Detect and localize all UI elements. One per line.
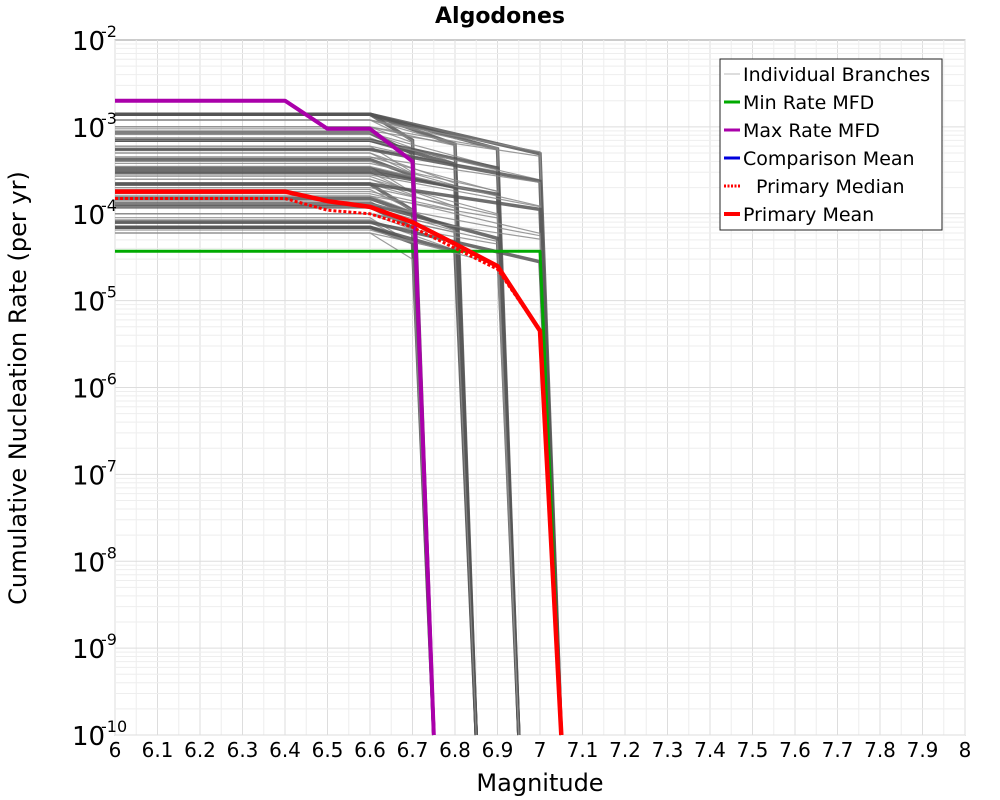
y-tick-exponent: -7 (101, 456, 117, 475)
x-tick-label: 7.1 (567, 738, 599, 762)
x-tick-label: 6.6 (354, 738, 386, 762)
x-tick-label: 6.9 (482, 738, 514, 762)
branch-line (115, 229, 520, 736)
y-tick-label: 10 (72, 722, 105, 752)
x-tick-label: 7.8 (864, 738, 896, 762)
y-tick-label: 10 (72, 288, 105, 318)
x-tick-label: 6.4 (269, 738, 301, 762)
y-tick-label: 10 (72, 548, 105, 578)
legend-label: Primary Mean (743, 204, 874, 226)
x-tick-label: 7.2 (609, 738, 641, 762)
legend: Individual Branches Min Rate MFD Max Rate … (719, 58, 943, 231)
y-tick-exponent: -10 (101, 717, 127, 736)
legend-label: Comparison Mean (743, 148, 915, 170)
y-axis-label: Cumulative Nucleation Rate (per yr) (4, 171, 32, 605)
y-tick-exponent: -5 (101, 283, 117, 302)
chart-title: Algodones (435, 4, 565, 29)
y-tick-exponent: -3 (101, 109, 117, 128)
x-tick-label: 7.6 (779, 738, 811, 762)
x-tick-label: 7 (534, 738, 547, 762)
y-tick-exponent: -4 (101, 196, 117, 215)
x-tick-label: 6.8 (439, 738, 471, 762)
branch-line (115, 232, 477, 736)
legend-label: Individual Branches (743, 64, 930, 86)
y-tick-label: 10 (72, 201, 105, 231)
x-tick-label: 6.7 (397, 738, 429, 762)
x-tick-label: 7.4 (694, 738, 726, 762)
legend-label: Max Rate MFD (743, 120, 880, 142)
x-tick-label: 6.5 (312, 738, 344, 762)
series-primary-mean (115, 189, 564, 736)
y-tick-label: 10 (72, 114, 105, 144)
x-tick-label: 7.3 (652, 738, 684, 762)
x-tick-label: 8 (959, 738, 972, 762)
series-max-rate-mfd (115, 98, 436, 736)
legend-box (719, 58, 943, 231)
y-tick-exponent: -2 (101, 22, 117, 41)
x-tick-label: 6.3 (227, 738, 259, 762)
x-tick-label: 7.5 (737, 738, 769, 762)
x-axis-label: Magnitude (476, 769, 603, 797)
y-tick-label: 10 (72, 635, 105, 665)
y-tick-exponent: -9 (101, 630, 117, 649)
x-tick-label: 7.7 (822, 738, 854, 762)
x-tick-label: 6.1 (142, 738, 174, 762)
legend-label: Primary Median (756, 176, 905, 198)
legend-label: Min Rate MFD (743, 92, 874, 114)
x-tick-label: 7.9 (907, 738, 939, 762)
y-tick-exponent: -8 (101, 543, 117, 562)
y-tick-label: 10 (72, 375, 105, 405)
y-tick-label: 10 (72, 27, 105, 57)
x-tick-labels: 6 6.1 6.2 6.3 6.4 6.5 6.6 6.7 6.8 6.9 7 7.1 7.2 7.3 7.… (109, 738, 972, 762)
series-lines (115, 98, 564, 736)
y-tick-labels: 10-210-310-410-510-610-710-810-910-10 (72, 22, 127, 752)
x-tick-label: 6 (109, 738, 122, 762)
y-tick-exponent: -6 (101, 370, 117, 389)
y-tick-label: 10 (72, 461, 105, 491)
x-tick-label: 6.2 (184, 738, 216, 762)
